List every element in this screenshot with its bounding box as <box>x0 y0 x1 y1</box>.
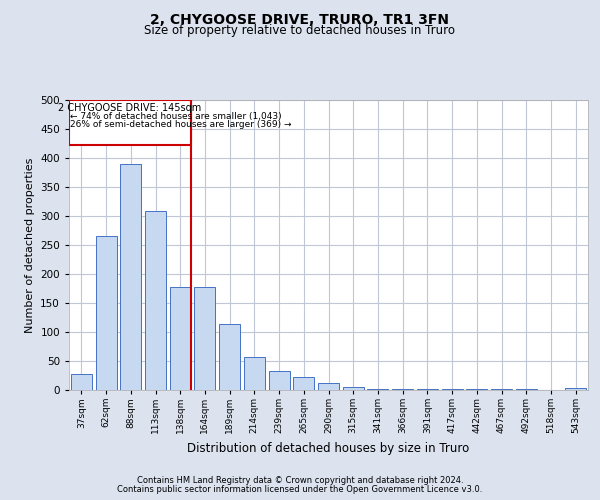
Bar <box>269 372 290 390</box>
X-axis label: Distribution of detached houses by size in Truro: Distribution of detached houses by size … <box>187 442 470 454</box>
Text: Contains public sector information licensed under the Open Government Licence v3: Contains public sector information licen… <box>118 485 482 494</box>
Bar <box>170 287 191 390</box>
Text: Size of property relative to detached houses in Truro: Size of property relative to detached ho… <box>145 24 455 37</box>
Text: 26% of semi-detached houses are larger (369) →: 26% of semi-detached houses are larger (… <box>70 120 292 128</box>
Bar <box>367 389 388 390</box>
Bar <box>244 357 265 390</box>
Bar <box>194 287 215 390</box>
Bar <box>145 212 166 390</box>
Text: ← 74% of detached houses are smaller (1,043): ← 74% of detached houses are smaller (1,… <box>70 112 282 120</box>
Text: Contains HM Land Registry data © Crown copyright and database right 2024.: Contains HM Land Registry data © Crown c… <box>137 476 463 485</box>
Text: 2 CHYGOOSE DRIVE: 145sqm: 2 CHYGOOSE DRIVE: 145sqm <box>58 103 202 113</box>
Bar <box>69 100 191 145</box>
Y-axis label: Number of detached properties: Number of detached properties <box>25 158 35 332</box>
Bar <box>343 386 364 390</box>
Bar <box>71 374 92 390</box>
Bar <box>120 164 141 390</box>
Bar <box>565 388 586 390</box>
Bar <box>219 324 240 390</box>
Text: 2, CHYGOOSE DRIVE, TRURO, TR1 3FN: 2, CHYGOOSE DRIVE, TRURO, TR1 3FN <box>151 12 449 26</box>
Bar <box>318 383 339 390</box>
Bar <box>293 376 314 390</box>
Bar <box>95 236 116 390</box>
